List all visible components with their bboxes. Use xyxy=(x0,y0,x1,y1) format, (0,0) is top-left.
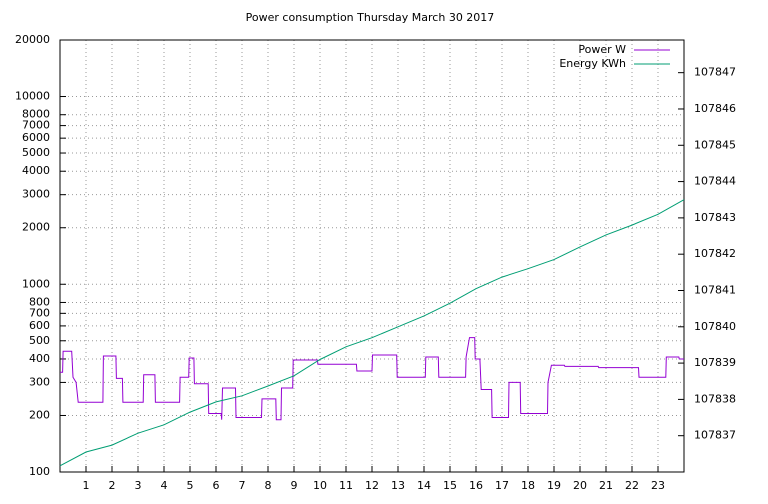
y2-tick-label: 107842 xyxy=(694,247,736,260)
x-tick-label: 7 xyxy=(239,479,246,492)
x-tick-label: 21 xyxy=(599,479,613,492)
y2-tick-label: 107845 xyxy=(694,138,736,151)
y2-tick-label: 107840 xyxy=(694,320,736,333)
x-tick-label: 1 xyxy=(83,479,90,492)
y2-tick-label: 107837 xyxy=(694,429,736,442)
y-tick-label: 3000 xyxy=(22,188,50,201)
y-tick-label: 300 xyxy=(29,375,50,388)
series-line xyxy=(59,199,685,467)
x-tick-label: 20 xyxy=(573,479,587,492)
x-tick-label: 8 xyxy=(265,479,272,492)
y2-tick-label: 107838 xyxy=(694,392,736,405)
x-tick-label: 3 xyxy=(135,479,142,492)
y-tick-label: 700 xyxy=(29,306,50,319)
y-tick-label: 600 xyxy=(29,319,50,332)
x-tick-label: 6 xyxy=(213,479,220,492)
y-tick-label: 20000 xyxy=(15,33,50,46)
x-tick-label: 17 xyxy=(495,479,509,492)
x-tick-label: 13 xyxy=(391,479,405,492)
x-tick-label: 5 xyxy=(187,479,194,492)
series-line xyxy=(60,337,684,421)
y-tick-label: 6000 xyxy=(22,131,50,144)
y-tick-label: 5000 xyxy=(22,146,50,159)
x-tick-label: 14 xyxy=(417,479,431,492)
y2-tick-label: 107844 xyxy=(694,175,736,188)
y-tick-label: 100 xyxy=(29,465,50,478)
x-tick-label: 16 xyxy=(469,479,483,492)
chart-title: Power consumption Thursday March 30 2017 xyxy=(246,11,495,24)
y2-tick-label: 107843 xyxy=(694,211,736,224)
y-tick-label: 200 xyxy=(29,408,50,421)
x-tick-label: 4 xyxy=(161,479,168,492)
y-tick-label: 7000 xyxy=(22,119,50,132)
y-tick-label: 400 xyxy=(29,352,50,365)
x-tick-label: 15 xyxy=(443,479,457,492)
plot-border xyxy=(59,39,685,473)
y-tick-label: 800 xyxy=(29,295,50,308)
y-tick-label: 4000 xyxy=(22,164,50,177)
x-tick-label: 10 xyxy=(313,479,327,492)
x-tick-label: 12 xyxy=(365,479,379,492)
y-tick-label: 1000 xyxy=(22,277,50,290)
legend-label: Power W xyxy=(578,43,626,56)
x-tick-label: 22 xyxy=(625,479,639,492)
y-tick-label: 8000 xyxy=(22,108,50,121)
legend-label: Energy KWh xyxy=(559,57,626,70)
x-tick-label: 9 xyxy=(291,479,298,492)
y2-tick-label: 107846 xyxy=(694,102,736,115)
y-tick-label: 500 xyxy=(29,334,50,347)
x-tick-label: 18 xyxy=(521,479,535,492)
y-tick-label: 2000 xyxy=(22,221,50,234)
x-tick-label: 2 xyxy=(109,479,116,492)
y-tick-label: 10000 xyxy=(15,90,50,103)
x-tick-label: 19 xyxy=(547,479,561,492)
y2-tick-label: 107847 xyxy=(694,66,736,79)
y2-tick-label: 107839 xyxy=(694,356,736,369)
y2-tick-label: 107841 xyxy=(694,283,736,296)
x-tick-label: 23 xyxy=(651,479,665,492)
x-tick-label: 11 xyxy=(339,479,353,492)
